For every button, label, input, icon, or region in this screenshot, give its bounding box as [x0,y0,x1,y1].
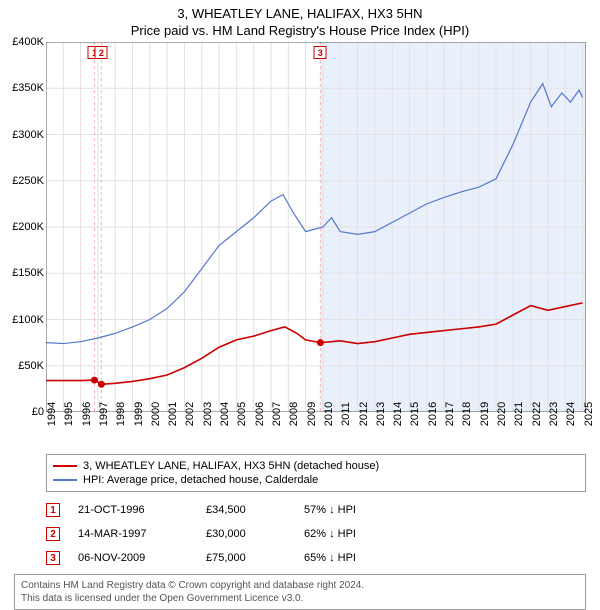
chart-legend: 3, WHEATLEY LANE, HALIFAX, HX3 5HN (deta… [46,454,586,492]
y-tick-label: £250K [12,175,44,187]
x-tick-label: 2005 [236,402,248,426]
event-marker: 3 [46,551,60,565]
x-tick-label: 1998 [115,402,127,426]
legend-swatch [53,479,77,481]
attribution-footer: Contains HM Land Registry data © Crown c… [14,574,586,610]
x-tick-label: 2023 [548,402,560,426]
x-tick-label: 2024 [565,402,577,426]
legend-item: HPI: Average price, detached house, Cald… [53,473,579,487]
events-table: 1 21-OCT-1996 £34,500 57% ↓ HPI 2 14-MAR… [46,498,586,570]
event-date: 06-NOV-2009 [78,552,188,564]
event-row: 1 21-OCT-1996 £34,500 57% ↓ HPI [46,498,586,522]
x-tick-label: 2010 [323,402,335,426]
y-axis-labels: £0£50K£100K£150K£200K£250K£300K£350K£400… [2,42,44,412]
chart-svg [46,42,586,412]
x-tick-label: 2004 [219,402,231,426]
x-tick-label: 2014 [392,402,404,426]
chart-subtitle: Price paid vs. HM Land Registry's House … [0,21,600,42]
y-tick-label: £150K [12,267,44,279]
x-tick-label: 2009 [306,402,318,426]
event-price: £34,500 [206,504,286,516]
event-date: 21-OCT-1996 [78,504,188,516]
chart-marker: 2 [95,46,108,59]
event-row: 3 06-NOV-2009 £75,000 65% ↓ HPI [46,546,586,570]
x-tick-label: 1997 [98,402,110,426]
x-axis-labels: 1994199519961997199819992000200120022003… [46,412,586,450]
x-tick-label: 2019 [479,402,491,426]
legend-swatch [53,465,77,467]
x-tick-label: 2018 [461,402,473,426]
event-date: 14-MAR-1997 [78,528,188,540]
event-delta: 57% ↓ HPI [304,504,356,516]
y-tick-label: £400K [12,36,44,48]
x-tick-label: 2008 [288,402,300,426]
x-tick-label: 2020 [496,402,508,426]
x-tick-label: 2022 [531,402,543,426]
x-tick-label: 1999 [133,402,145,426]
x-tick-label: 2025 [583,402,595,426]
x-tick-label: 2021 [513,402,525,426]
legend-item: 3, WHEATLEY LANE, HALIFAX, HX3 5HN (deta… [53,459,579,473]
legend-label: 3, WHEATLEY LANE, HALIFAX, HX3 5HN (deta… [83,460,379,472]
y-tick-label: £100K [12,314,44,326]
event-delta: 62% ↓ HPI [304,528,356,540]
y-tick-label: £300K [12,129,44,141]
x-tick-label: 1996 [81,402,93,426]
x-tick-label: 2000 [150,402,162,426]
x-tick-label: 2013 [375,402,387,426]
x-tick-label: 2017 [444,402,456,426]
x-tick-label: 2002 [184,402,196,426]
chart-plot-area: £0£50K£100K£150K£200K£250K£300K£350K£400… [46,42,586,412]
footer-line: Contains HM Land Registry data © Crown c… [21,579,579,592]
chart-title: 3, WHEATLEY LANE, HALIFAX, HX3 5HN [0,0,600,21]
x-tick-label: 1994 [46,402,58,426]
y-tick-label: £350K [12,82,44,94]
x-tick-label: 2003 [202,402,214,426]
y-tick-label: £50K [18,360,44,372]
event-delta: 65% ↓ HPI [304,552,356,564]
x-tick-label: 2012 [358,402,370,426]
x-tick-label: 1995 [63,402,75,426]
event-price: £30,000 [206,528,286,540]
x-tick-label: 2015 [409,402,421,426]
y-tick-label: £0 [32,406,44,418]
event-row: 2 14-MAR-1997 £30,000 62% ↓ HPI [46,522,586,546]
x-tick-label: 2011 [340,402,352,426]
event-marker: 1 [46,503,60,517]
x-tick-label: 2016 [427,402,439,426]
chart-marker: 3 [314,46,327,59]
x-tick-label: 2007 [271,402,283,426]
footer-line: This data is licensed under the Open Gov… [21,592,579,605]
event-marker: 2 [46,527,60,541]
event-price: £75,000 [206,552,286,564]
y-tick-label: £200K [12,221,44,233]
legend-label: HPI: Average price, detached house, Cald… [83,474,318,486]
x-tick-label: 2006 [254,402,266,426]
x-tick-label: 2001 [167,402,179,426]
